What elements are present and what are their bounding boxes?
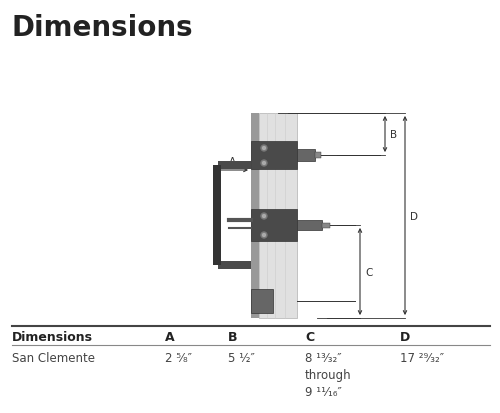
Text: San Clemente: San Clemente	[12, 351, 95, 364]
Bar	[315, 153, 321, 159]
Text: B: B	[390, 130, 397, 140]
Bar	[251, 209, 297, 242]
Circle shape	[262, 162, 266, 165]
Bar	[251, 114, 259, 318]
Bar	[251, 142, 297, 170]
Text: 8 ¹³⁄₃₂″
through
9 ¹¹⁄₁₆″: 8 ¹³⁄₃₂″ through 9 ¹¹⁄₁₆″	[305, 351, 352, 398]
Circle shape	[262, 147, 266, 150]
Bar	[213, 166, 221, 266]
Circle shape	[262, 215, 266, 218]
Circle shape	[261, 146, 267, 152]
Text: 17 ²⁹⁄₃₂″: 17 ²⁹⁄₃₂″	[400, 351, 444, 364]
Circle shape	[261, 161, 267, 166]
Text: D: D	[410, 211, 418, 221]
Text: A: A	[228, 157, 235, 166]
Bar	[218, 261, 251, 269]
Text: 2 ⁵⁄₈″: 2 ⁵⁄₈″	[165, 351, 192, 364]
Text: B: B	[228, 330, 237, 343]
Bar	[297, 150, 315, 161]
Text: C: C	[305, 330, 314, 343]
Text: Dimensions: Dimensions	[12, 330, 93, 343]
Circle shape	[262, 234, 266, 237]
Bar	[297, 221, 322, 230]
Bar	[322, 223, 330, 228]
Text: 5 ½″: 5 ½″	[228, 351, 255, 364]
Circle shape	[261, 214, 267, 219]
Text: C: C	[365, 267, 372, 277]
Circle shape	[261, 233, 267, 238]
Text: Dimensions: Dimensions	[12, 14, 194, 42]
Bar	[251, 289, 273, 313]
Bar	[218, 161, 251, 170]
Text: A: A	[165, 330, 174, 343]
Bar	[259, 114, 297, 318]
Text: D: D	[400, 330, 410, 343]
